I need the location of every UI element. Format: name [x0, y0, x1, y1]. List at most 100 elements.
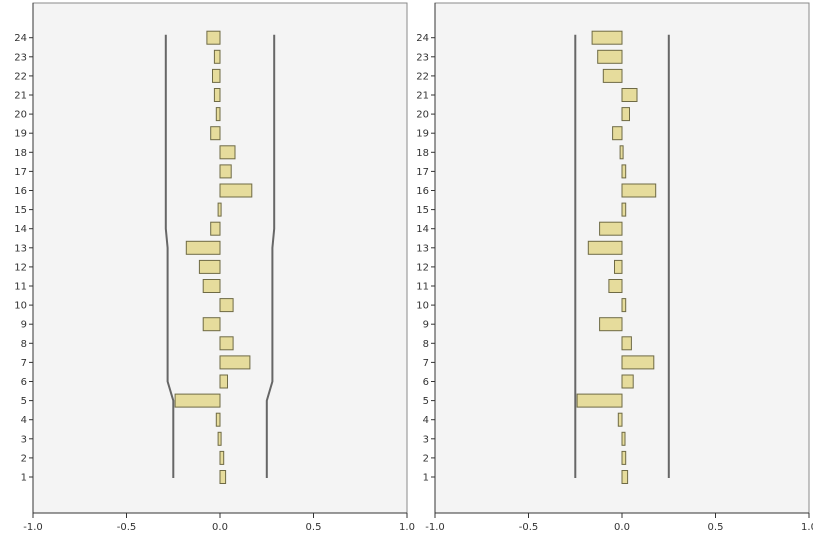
y-tick-label: 15 [14, 205, 27, 216]
bar-lag-2 [621, 450, 627, 465]
y-tick-label: 23 [14, 52, 27, 63]
bar-lag-15 [621, 202, 627, 217]
bar-lag-10 [219, 298, 234, 313]
bar-lag-13 [587, 240, 623, 255]
bar-lag-22 [602, 68, 623, 83]
bar-lag-5 [174, 393, 221, 408]
bar-lag-18 [619, 145, 624, 160]
y-tick-label: 2 [21, 453, 27, 464]
bar-lag-15 [217, 202, 222, 217]
y-tick-label: 22 [416, 71, 429, 82]
lower-confidence-limit [164, 34, 175, 478]
x-tick-label: 1.0 [801, 522, 813, 533]
y-tick-label: 14 [416, 224, 429, 235]
bar-lag-13 [185, 240, 221, 255]
y-tick-label: 6 [21, 377, 27, 388]
bar-lag-8 [219, 336, 234, 351]
bar-lag-10 [621, 298, 627, 313]
x-tick-label: 0.5 [306, 522, 322, 533]
y-tick-label: 3 [423, 434, 429, 445]
bar-lag-18 [219, 145, 236, 160]
y-tick-label: 4 [21, 415, 27, 426]
bar-lag-5 [576, 393, 623, 408]
bar-lag-20 [215, 107, 221, 122]
y-tick-label: 14 [14, 224, 27, 235]
y-tick-label: 8 [21, 339, 27, 350]
x-tick-label: 1.0 [399, 522, 415, 533]
bar-lag-23 [597, 49, 623, 64]
bar-lag-6 [219, 374, 228, 389]
y-tick-label: 9 [21, 320, 27, 331]
y-tick-label: 12 [14, 262, 27, 273]
y-tick-label: 20 [416, 110, 429, 121]
y-tick-label: 10 [14, 301, 27, 312]
y-tick-label: 24 [14, 33, 27, 44]
x-tick-label: -0.5 [117, 522, 137, 533]
y-tick-label: 18 [416, 148, 429, 159]
y-tick-label: 2 [423, 453, 429, 464]
bar-lag-2 [219, 450, 225, 465]
y-tick-label: 11 [416, 282, 429, 293]
bar-lag-21 [213, 88, 221, 102]
bar-lag-24 [591, 30, 623, 45]
y-tick-label: 5 [21, 396, 27, 407]
y-tick-label: 17 [416, 167, 429, 178]
y-tick-label: 20 [14, 110, 27, 121]
bar-lag-16 [219, 183, 253, 198]
y-tick-label: 24 [416, 33, 429, 44]
bar-lag-11 [608, 279, 623, 293]
y-tick-label: 7 [21, 358, 27, 369]
bar-lag-8 [621, 336, 632, 351]
bar-lag-3 [217, 431, 222, 446]
bar-lag-24 [206, 30, 221, 45]
bar-lag-1 [219, 470, 227, 484]
x-tick-label: -1.0 [23, 522, 43, 533]
bar-lag-22 [212, 68, 221, 83]
y-tick-label: 12 [416, 262, 429, 273]
bar-lag-4 [215, 412, 221, 427]
bar-lag-12 [614, 259, 623, 274]
y-tick-label: 21 [14, 91, 27, 102]
bar-lag-1 [621, 470, 629, 484]
bar-lag-19 [612, 126, 623, 141]
x-tick-label: 0.0 [614, 522, 630, 533]
y-tick-label: 4 [423, 415, 429, 426]
y-tick-label: 13 [14, 243, 27, 254]
x-tick-label: 0.5 [708, 522, 724, 533]
y-tick-label: 6 [423, 377, 429, 388]
bar-lag-23 [213, 49, 221, 64]
bar-lag-14 [210, 221, 221, 236]
bar-lag-7 [621, 355, 655, 370]
bar-lag-17 [219, 164, 232, 179]
bar-lag-14 [599, 221, 623, 236]
y-tick-label: 7 [423, 358, 429, 369]
bar-lag-16 [621, 183, 657, 198]
y-tick-label: 9 [423, 320, 429, 331]
chart-panel-2: -1.0-0.50.00.51.012345678910111213141516… [416, 2, 813, 533]
bar-lag-6 [621, 374, 634, 389]
y-tick-label: 16 [14, 186, 27, 197]
y-tick-label: 1 [423, 473, 429, 484]
bar-lag-3 [621, 431, 626, 446]
x-tick-label: 0.0 [212, 522, 228, 533]
y-tick-label: 19 [14, 129, 27, 140]
y-tick-label: 15 [416, 205, 429, 216]
x-tick-label: -1.0 [425, 522, 445, 533]
y-tick-label: 5 [423, 396, 429, 407]
y-tick-label: 23 [416, 52, 429, 63]
y-tick-label: 13 [416, 243, 429, 254]
bar-lag-12 [198, 259, 221, 274]
bar-lag-19 [210, 126, 221, 141]
y-tick-label: 16 [416, 186, 429, 197]
y-tick-label: 21 [416, 91, 429, 102]
chart-panel-1: -1.0 -0.5 0.0 0.5 1.012345678910111213141516… [14, 2, 415, 533]
upper-confidence-limit [265, 34, 276, 478]
y-tick-label: 1 [21, 473, 27, 484]
bar-lag-7 [219, 355, 251, 370]
bar-lag-9 [202, 317, 221, 332]
y-tick-label: 19 [416, 129, 429, 140]
x-tick-label: -0.5 [519, 522, 539, 533]
y-tick-label: 17 [14, 167, 27, 178]
y-tick-label: 10 [416, 301, 429, 312]
